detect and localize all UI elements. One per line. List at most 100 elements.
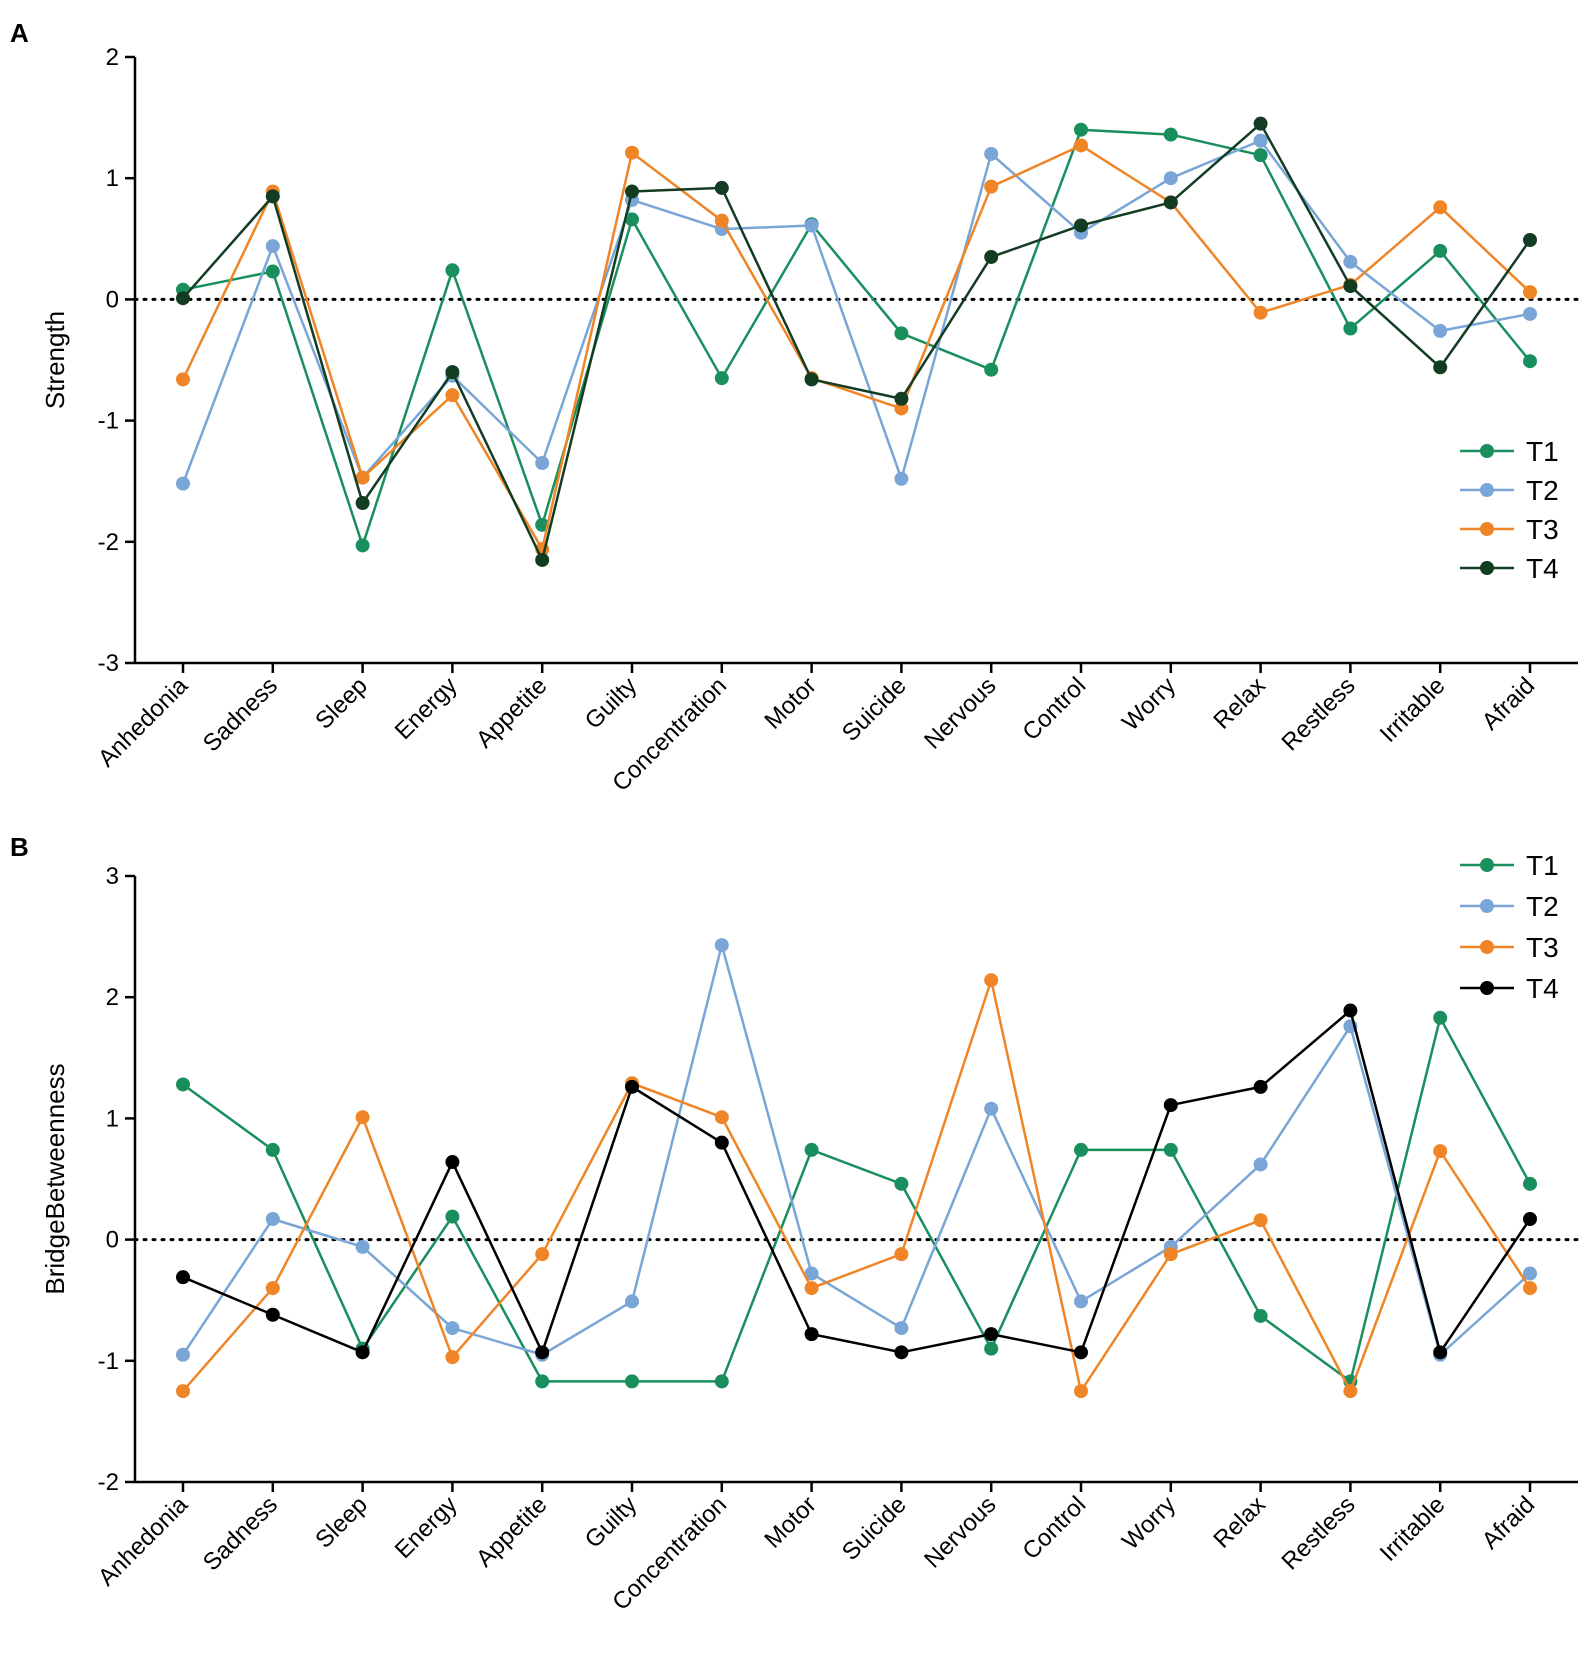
y-tick-label: -2 [98,1469,119,1496]
data-point-t4 [1163,195,1178,210]
panel-letter: B [10,832,29,862]
x-tick-label: Restless [1276,672,1360,756]
data-point-t3 [176,1384,190,1399]
data-point-t2 [1343,254,1358,269]
data-point-t4 [1433,360,1448,375]
data-point-t3 [714,1110,729,1125]
legend-label-t1: T1 [1526,436,1559,467]
data-point-t3 [1433,1144,1448,1159]
series-line-t3 [182,978,1532,1393]
data-point-t1 [535,1374,550,1389]
data-point-t1 [176,1077,190,1092]
data-point-t1 [445,263,460,278]
data-point-t4 [894,391,909,406]
data-point-t3 [804,1281,819,1296]
data-point-t3 [1523,1281,1537,1296]
x-tick-label: Motor [759,672,821,734]
data-point-t4 [804,372,819,387]
legend-swatch-marker [1480,899,1494,913]
series-line-t4 [182,122,1532,562]
legend-swatch-marker [1480,981,1494,995]
x-tick-label: Relax [1208,672,1270,734]
data-point-t1 [445,1209,460,1224]
data-point-t4 [535,1345,550,1360]
x-tick-label: Sleep [310,1491,373,1554]
data-point-t1 [894,1176,909,1191]
data-point-t1 [1343,321,1358,336]
data-point-t1 [894,326,909,341]
data-point-t1 [265,1142,280,1157]
y-tick-label: -1 [98,1348,119,1375]
y-tick-label: 1 [106,165,119,192]
data-point-t4 [1343,1003,1358,1018]
x-tick-label: Sleep [310,672,373,735]
data-point-t4 [445,365,460,380]
data-point-t1 [1433,1010,1448,1025]
data-point-t1 [1433,243,1448,258]
y-tick-label: -1 [98,408,119,435]
series-line-t2 [181,943,1531,1356]
x-tick-label: Control [1017,672,1091,746]
data-point-t2 [714,938,729,953]
x-tick-label: Appetite [471,672,552,753]
panel-b-bridge-betweenness-chart: B -2 -1 0 1 2 3 BridgeBetweenness Anhedonia Sadne… [10,832,1580,1616]
data-point-t4 [804,1327,819,1342]
legend-swatch-marker [1480,858,1494,872]
legend-label-t1: T1 [1526,850,1559,881]
legend-swatch-marker [1480,444,1494,458]
panel-a-strength-chart: A -3 -2 -1 0 1 2 Strength Anhedonia Sadness Sleep E… [10,18,1580,797]
x-tick-label: Sadness [198,672,283,757]
data-point-t3 [355,1110,370,1125]
data-point-t1 [1523,354,1537,369]
legend-label-t2: T2 [1526,891,1559,922]
data-point-t1 [1074,1142,1088,1157]
data-point-t4 [984,249,999,264]
x-tick-label: Energy [390,1491,463,1564]
data-point-t4 [894,1345,909,1360]
data-point-t3 [1074,1384,1088,1399]
x-tick-label: Suicide [837,672,912,747]
data-point-t3 [445,388,460,403]
x-tick-label: Relax [1208,1491,1270,1553]
data-point-t3 [1523,285,1537,300]
data-point-t2 [1523,306,1537,321]
data-point-t2 [445,1321,460,1336]
data-point-t3 [1253,1213,1268,1228]
y-tick-label: 2 [106,984,119,1011]
legend-label-t3: T3 [1526,932,1559,963]
x-tick-label: Guilty [580,1491,642,1553]
data-point-t3 [894,401,909,416]
x-tick-label: Appetite [471,1491,552,1572]
data-point-t1 [625,212,639,227]
data-point-t4 [984,1327,999,1342]
x-tick-label: Nervous [919,1491,1001,1573]
data-point-t2 [176,476,190,491]
x-tick-label: Control [1017,1491,1091,1565]
data-point-t2 [265,239,280,254]
data-point-t1 [1163,1142,1178,1157]
data-point-t4 [1074,1345,1088,1360]
data-point-t2 [984,146,999,161]
series-line-t2 [181,139,1531,485]
x-tick-label: Guilty [580,672,642,734]
data-point-t3 [984,973,999,988]
legend-label-t3: T3 [1526,514,1559,545]
data-point-t2 [1253,1157,1268,1172]
data-point-t1 [1253,148,1268,163]
x-tick-label: Anhedonia [93,1491,194,1592]
data-point-t1 [984,362,999,377]
data-point-t4 [355,496,370,511]
data-point-t1 [714,371,729,386]
data-point-t3 [1163,1247,1178,1262]
data-point-t4 [714,180,729,195]
x-tick-label: Afraid [1477,1491,1540,1554]
data-point-t1 [1163,127,1178,142]
y-tick-label: 1 [106,1105,119,1132]
data-point-t4 [1253,1079,1268,1094]
series-line-t1 [182,128,1531,547]
data-point-t4 [625,1079,639,1094]
x-tick-label: Worry [1117,1491,1181,1555]
data-point-t2 [894,471,909,486]
data-point-t1 [1523,1176,1537,1191]
data-point-t2 [265,1211,280,1226]
